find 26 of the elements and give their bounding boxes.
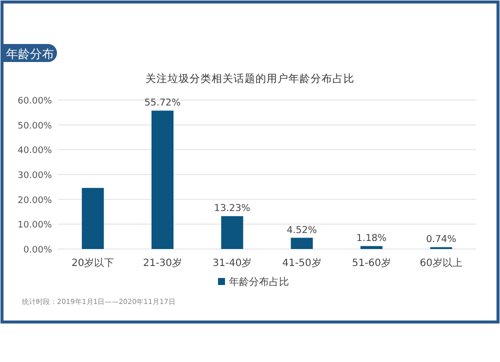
x-tick-label: 51-60岁: [352, 257, 392, 269]
legend-label: 年龄分布占比: [229, 276, 289, 288]
bar: [290, 238, 313, 249]
x-tick-label: 41-50岁: [282, 257, 322, 269]
bar: [82, 188, 104, 249]
y-tick-label: 50.00%: [18, 121, 52, 132]
y-tick-label: 40.00%: [18, 146, 52, 156]
bar: [360, 246, 382, 249]
data-label: 4.52%: [286, 224, 317, 236]
y-tick-label: 10.00%: [18, 220, 52, 231]
chart-subtitle: 关注垃圾分类相关话题的用户年龄分布占比: [146, 72, 354, 85]
chart-title: 年龄分布: [6, 47, 54, 61]
data-label: 13.23%: [214, 203, 250, 214]
bar: [152, 110, 174, 249]
y-tick-label: 20.00%: [18, 196, 52, 206]
y-tick-label: 0.00%: [23, 246, 52, 256]
x-tick-label: 31-40岁: [212, 257, 252, 269]
x-tick-label: 21-30岁: [142, 257, 182, 269]
x-tick-label: 60岁以上: [420, 257, 463, 269]
y-tick-label: 60.00%: [18, 96, 52, 106]
bar: [221, 216, 244, 249]
data-label: 55.72%: [144, 98, 181, 109]
y-tick-label: 30.00%: [18, 171, 52, 181]
data-label: 0.74%: [426, 234, 456, 246]
data-label: 1.18%: [356, 233, 387, 244]
x-tick-label: 20岁以下: [71, 257, 114, 269]
